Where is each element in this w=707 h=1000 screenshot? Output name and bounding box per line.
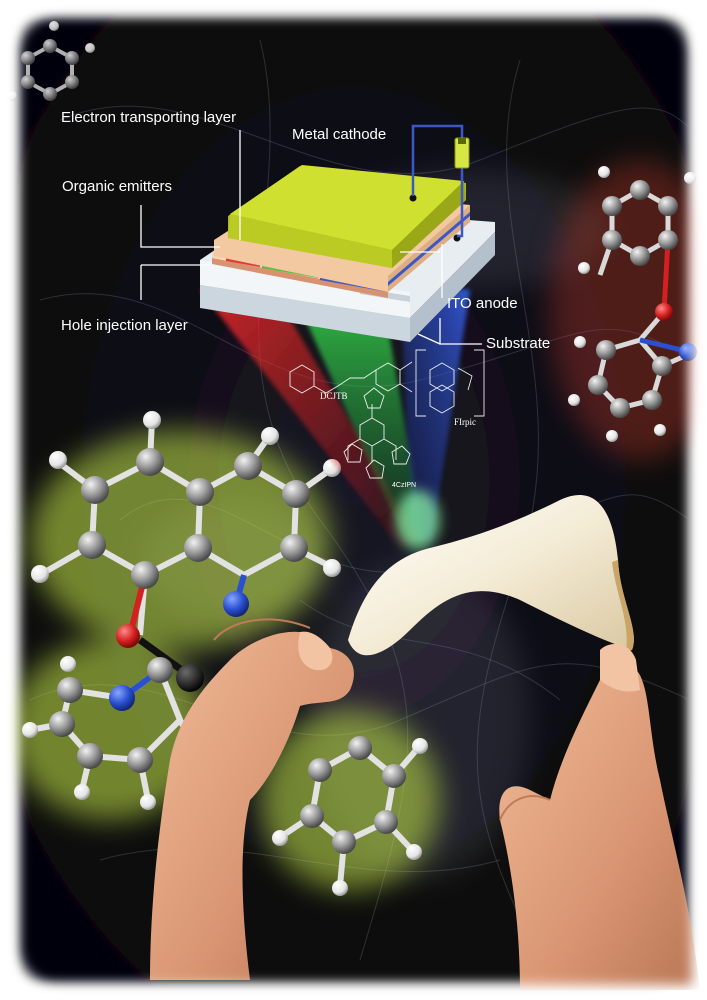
circuit-wire xyxy=(411,124,464,238)
battery-icon xyxy=(454,137,470,169)
left-hand xyxy=(150,618,354,980)
label-organic-emitters: Organic emitters xyxy=(62,178,173,195)
label-substrate: Substrate xyxy=(486,335,551,352)
right-hand xyxy=(499,644,700,990)
cathode-contact xyxy=(409,194,417,202)
label-electron-transporting-layer: Electron transporting layer xyxy=(61,109,237,126)
leader-lines xyxy=(140,130,482,345)
chemical-structures xyxy=(289,349,485,479)
molecule-top-left xyxy=(7,21,95,101)
label-hole-injection-layer: Hole injection layer xyxy=(61,317,188,334)
oled-device xyxy=(200,165,495,342)
molecule-label-blue: FIrpic xyxy=(454,417,476,427)
light-beams xyxy=(200,280,470,550)
molecule-right xyxy=(550,160,707,460)
flexible-oled-sheet xyxy=(348,495,634,656)
molecule-left-glowing xyxy=(10,411,440,896)
molecule-label-red: DCJTB xyxy=(320,391,348,401)
label-metal-cathode: Metal cathode xyxy=(292,126,387,143)
label-ito-anode: ITO anode xyxy=(447,295,518,312)
molecule-label-green: 4CzIPN xyxy=(392,482,417,489)
